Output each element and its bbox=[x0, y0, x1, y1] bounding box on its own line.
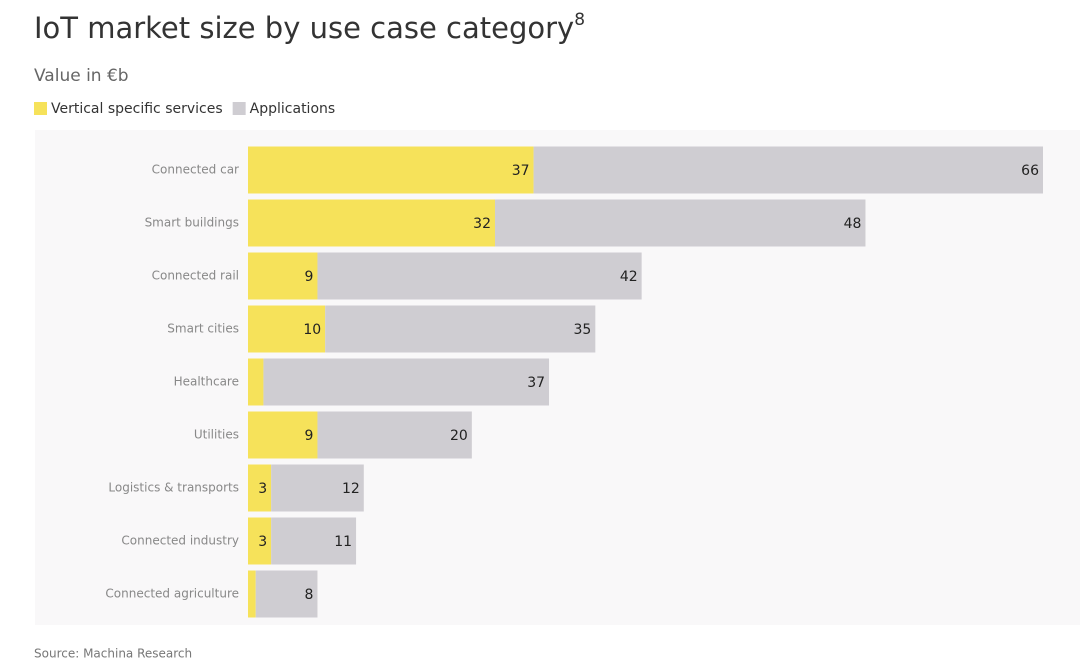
legend-label: Vertical specific services bbox=[51, 101, 223, 117]
category-label: Utilities bbox=[194, 428, 239, 442]
chart-subtitle: Value in €b bbox=[34, 66, 129, 86]
bar-segment bbox=[248, 146, 534, 194]
bar-segment bbox=[248, 464, 272, 512]
data-label: 32 bbox=[473, 216, 491, 232]
title-text: IoT market size by use case category bbox=[34, 11, 574, 45]
data-label: 9 bbox=[305, 428, 314, 444]
bar-segment bbox=[263, 358, 550, 406]
legend-label: Applications bbox=[250, 101, 336, 117]
bar-segment bbox=[248, 305, 326, 353]
bar-segment bbox=[325, 305, 596, 353]
data-label: 48 bbox=[844, 216, 862, 232]
data-label: 42 bbox=[620, 269, 638, 285]
bar-segment bbox=[248, 570, 256, 618]
category-label: Smart buildings bbox=[145, 216, 239, 230]
data-label: 9 bbox=[305, 269, 314, 285]
bar-segment bbox=[248, 358, 264, 406]
bar-segment bbox=[255, 570, 318, 618]
bar-segment bbox=[248, 517, 272, 565]
bar-segment bbox=[494, 199, 866, 247]
data-label: 3 bbox=[258, 481, 267, 497]
data-label: 20 bbox=[450, 428, 468, 444]
bar-segment bbox=[317, 252, 642, 300]
category-label: Smart cities bbox=[167, 322, 239, 336]
category-label: Logistics & transports bbox=[108, 481, 239, 495]
data-label: 66 bbox=[1021, 163, 1039, 179]
bar-segment bbox=[248, 252, 318, 300]
category-label: Connected car bbox=[152, 163, 239, 177]
legend-swatch bbox=[34, 102, 47, 115]
bar-segment bbox=[271, 517, 357, 565]
category-label: Connected agriculture bbox=[105, 587, 239, 601]
data-label: 10 bbox=[303, 322, 321, 338]
category-label: Healthcare bbox=[174, 375, 239, 389]
data-label: 3 bbox=[258, 534, 267, 550]
source-note: Source: Machina Research bbox=[34, 647, 192, 661]
data-label: 37 bbox=[527, 375, 545, 391]
category-label: Connected rail bbox=[152, 269, 239, 283]
category-label: Connected industry bbox=[121, 534, 239, 548]
bar-segment bbox=[317, 411, 472, 459]
bar-segment bbox=[271, 464, 364, 512]
title-superscript: 8 bbox=[574, 10, 585, 30]
data-label: 37 bbox=[512, 163, 530, 179]
data-label: 11 bbox=[334, 534, 352, 550]
bar-segment bbox=[533, 146, 1043, 194]
data-label: 12 bbox=[342, 481, 360, 497]
chart-title: IoT market size by use case category8 bbox=[34, 10, 585, 45]
data-label: 35 bbox=[574, 322, 592, 338]
bar-segment bbox=[248, 199, 495, 247]
bar-segment bbox=[248, 411, 318, 459]
data-label: 8 bbox=[305, 587, 314, 603]
legend-swatch bbox=[232, 102, 246, 115]
